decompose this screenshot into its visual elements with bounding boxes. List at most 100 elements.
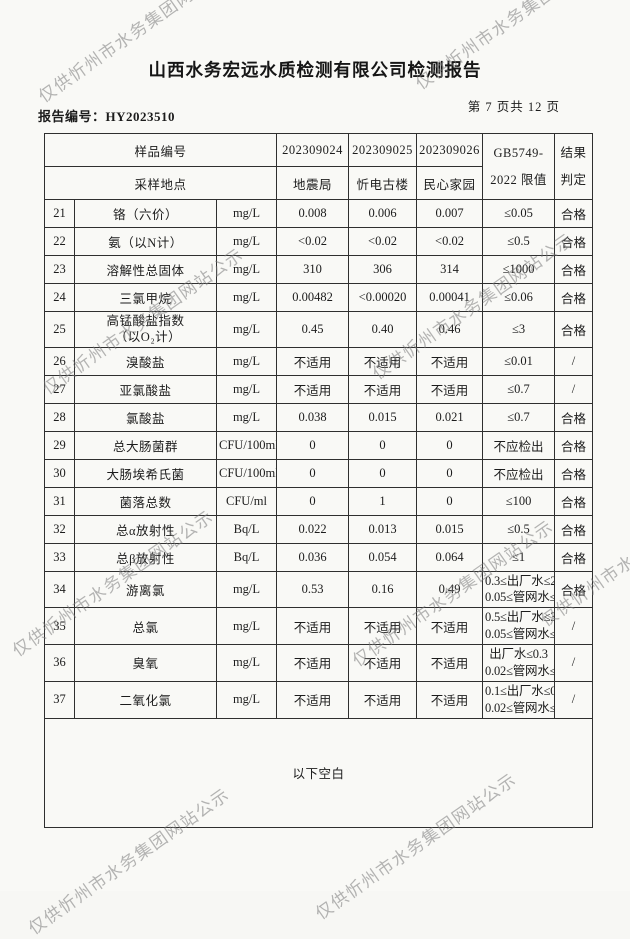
param-name: 二氧化氯 xyxy=(74,680,217,719)
param-name: 菌落总数 xyxy=(74,486,217,516)
result-value: / xyxy=(554,346,594,376)
param-unit: Bq/L xyxy=(215,514,278,544)
param-name-line1: 高锰酸盐指数 xyxy=(106,314,185,328)
sample3-value: 0 xyxy=(416,458,484,488)
param-unit: mg/L xyxy=(215,255,278,284)
param-name: 臭氧 xyxy=(74,644,217,682)
param-unit: mg/L xyxy=(215,402,278,432)
row-number: 24 xyxy=(44,283,75,312)
param-name-line2: （以O₂计） xyxy=(114,330,182,345)
limit-value-line1: 出厂水≤0.3 xyxy=(489,647,548,661)
param-unit: mg/L xyxy=(215,199,278,228)
sample3-value: 0.021 xyxy=(416,402,484,432)
sample2-value: 1 xyxy=(348,486,418,516)
report-meta: 报告编号：HY2023510 第 7 页共 12 页 xyxy=(38,96,560,125)
sample-id-2: 202309025 xyxy=(348,133,418,167)
param-name: 总β放射性 xyxy=(74,542,217,572)
limit-value: ≤0.7 xyxy=(482,402,556,432)
param-name: 亚氯酸盐 xyxy=(74,374,217,404)
sample3-value: <0.02 xyxy=(416,227,484,256)
row-number: 33 xyxy=(44,542,75,572)
limit-value: ≤1 xyxy=(482,542,556,572)
result-column-header: 结果 判定 xyxy=(554,133,594,200)
sample3-value: 0.46 xyxy=(416,311,484,348)
row-number: 34 xyxy=(44,570,75,609)
limit-value-line1: 0.3≤出厂水≤2 xyxy=(485,573,555,588)
limit-header-line2: 2022 限值 xyxy=(490,172,547,187)
sample1-value: 0.038 xyxy=(276,402,350,432)
param-name: 游离氯 xyxy=(74,570,217,609)
sample2-value: 不适用 xyxy=(348,374,418,404)
limit-header-line1: GB5749- xyxy=(493,145,544,160)
param-unit: mg/L xyxy=(215,346,278,376)
sample3-value: 0 xyxy=(416,486,484,516)
sample2-value: 0.015 xyxy=(348,402,418,432)
blank-note: 以下空白 xyxy=(43,717,594,828)
sample3-value: 不适用 xyxy=(416,374,484,404)
sample2-value: 0.40 xyxy=(348,311,418,348)
sample1-value: 不适用 xyxy=(276,346,350,376)
result-value: 合格 xyxy=(554,199,594,228)
sample2-value: 不适用 xyxy=(348,346,418,376)
row-number: 22 xyxy=(44,227,75,256)
table-row: 28 氯酸盐 mg/L 0.038 0.015 0.021 ≤0.7 合格 xyxy=(44,402,594,432)
sample1-value: 0.45 xyxy=(276,311,350,348)
blank-section: 以下空白 xyxy=(43,717,594,828)
sample3-value: 0.064 xyxy=(416,542,484,572)
table-row: 31 菌落总数 CFU/ml 0 1 0 ≤100 合格 xyxy=(44,486,594,516)
param-unit: mg/L xyxy=(215,227,278,256)
param-name: 高锰酸盐指数 （以O₂计） xyxy=(74,311,217,348)
limit-value: ≤0.01 xyxy=(482,346,556,376)
table-row: 22 氨（以N计） mg/L <0.02 <0.02 <0.02 ≤0.5 合格 xyxy=(44,227,594,256)
param-name: 溶解性总固体 xyxy=(74,255,217,284)
table-row: 29 总大肠菌群 CFU/100ml 0 0 0 不应检出 合格 xyxy=(44,430,594,460)
table-row: 37二氧化氯mg/L不适用不适用不适用0.1≤出厂水≤0.80.02≤管网水≤0… xyxy=(44,680,594,719)
param-unit: mg/L xyxy=(215,374,278,404)
row-number: 30 xyxy=(44,458,75,488)
sample3-value: 不适用 xyxy=(416,680,484,719)
param-name: 总α放射性 xyxy=(74,514,217,544)
sample2-value: 0.16 xyxy=(348,570,418,609)
sample-id-3: 202309026 xyxy=(416,133,484,167)
result-value: / xyxy=(554,607,594,645)
result-value: / xyxy=(554,374,594,404)
limit-value-line2: 0.02≤管网水≤0.8 xyxy=(485,700,555,715)
result-value: 合格 xyxy=(554,255,594,284)
sample1-value: 0.022 xyxy=(276,514,350,544)
result-value: 合格 xyxy=(554,570,594,609)
param-unit: mg/L xyxy=(215,570,278,609)
results-table-head: 样品编号 202309024 202309025 202309026 GB574… xyxy=(43,133,594,200)
table-row: 32 总α放射性 Bq/L 0.022 0.013 0.015 ≤0.5 合格 xyxy=(44,514,594,544)
row-number: 35 xyxy=(44,607,75,645)
limit-value: 出厂水≤0.3 0.02≤管网水≤0.3 xyxy=(482,644,556,682)
sample-site-label: 采样地点 xyxy=(43,166,278,200)
limit-value-line2: 0.02≤管网水≤0.3 xyxy=(485,663,555,678)
sample2-value: 0 xyxy=(348,430,418,460)
param-unit: Bq/L xyxy=(215,542,278,572)
limit-value: ≤100 xyxy=(482,486,556,516)
param-unit: mg/L xyxy=(215,644,278,682)
result-value: 合格 xyxy=(554,430,594,460)
table-row: 24 三氯甲烷 mg/L 0.00482 <0.00020 0.00041 ≤0.06 合格 xyxy=(44,283,594,312)
limit-value-line2: 0.05≤管网水≤3 xyxy=(485,627,554,642)
param-unit: mg/L xyxy=(215,283,278,312)
results-table: 样品编号 202309024 202309025 202309026 GB574… xyxy=(43,133,594,828)
sample2-value: 0.054 xyxy=(348,542,418,572)
row-number: 36 xyxy=(44,644,75,682)
limit-value: 0.5≤出厂水≤3 0.05≤管网水≤3 xyxy=(482,607,556,645)
limit-value: ≤0.7 xyxy=(482,374,556,404)
sample-site-2: 忻电古楼 xyxy=(348,166,418,200)
sample1-value: 不适用 xyxy=(276,680,350,719)
sample3-value: 0.00041 xyxy=(416,283,484,312)
result-value: 合格 xyxy=(554,486,594,516)
table-row: 26 溴酸盐 mg/L 不适用 不适用 不适用 ≤0.01/ xyxy=(44,346,594,376)
param-unit: CFU/100ml xyxy=(215,458,278,488)
sample1-value: <0.02 xyxy=(276,227,350,256)
limit-value: 不应检出 xyxy=(482,458,556,488)
sample-site-1: 地震局 xyxy=(276,166,350,200)
limit-column-header: GB5749- 2022 限值 xyxy=(482,133,556,200)
limit-value: ≤1000 xyxy=(482,255,556,284)
sample2-value: 0.006 xyxy=(348,199,418,228)
sample2-value: 不适用 xyxy=(348,680,418,719)
blank-row: 以下空白 xyxy=(43,717,594,828)
